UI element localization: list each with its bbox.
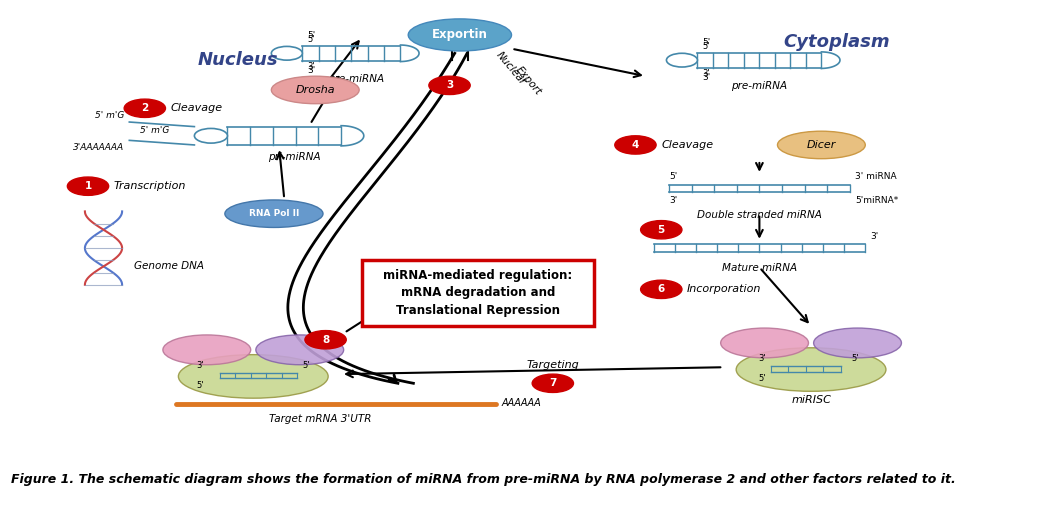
Text: Cleavage: Cleavage: [661, 140, 714, 150]
Text: Nucleus: Nucleus: [197, 51, 278, 69]
Text: Nuclear: Nuclear: [494, 50, 527, 87]
Circle shape: [305, 331, 346, 349]
Text: 5': 5': [703, 38, 710, 47]
Text: 5' m'G: 5' m'G: [95, 111, 124, 119]
Circle shape: [666, 53, 698, 67]
Text: Genome DNA: Genome DNA: [135, 262, 204, 271]
Text: Double stranded miRNA: Double stranded miRNA: [697, 210, 822, 219]
Text: 7: 7: [549, 379, 557, 388]
Text: 3': 3': [308, 62, 315, 71]
FancyBboxPatch shape: [362, 260, 594, 326]
Text: Cytoplasm: Cytoplasm: [783, 33, 891, 51]
Text: Dicer: Dicer: [806, 140, 836, 150]
Text: pre-miRNA: pre-miRNA: [731, 80, 787, 91]
Text: 5': 5': [653, 232, 662, 241]
Text: Figure 1. The schematic diagram shows the formation of miRNA from pre-miRNA by R: Figure 1. The schematic diagram shows th…: [11, 473, 955, 486]
Circle shape: [124, 99, 165, 117]
Text: Export: Export: [513, 65, 543, 97]
Circle shape: [641, 220, 682, 239]
Text: 3: 3: [446, 80, 453, 90]
Ellipse shape: [814, 328, 901, 358]
Text: 3' miRNA: 3' miRNA: [855, 172, 897, 181]
Text: pre-miRNA: pre-miRNA: [329, 74, 385, 83]
Text: 8: 8: [321, 335, 329, 345]
Text: 5': 5': [703, 42, 710, 51]
Text: Targeting: Targeting: [526, 360, 580, 370]
Text: 5' m'G: 5' m'G: [139, 126, 169, 135]
Ellipse shape: [778, 131, 865, 159]
Text: miRISC: miRISC: [792, 395, 831, 405]
Text: 3': 3': [197, 361, 204, 370]
Ellipse shape: [408, 19, 511, 51]
Text: Mature miRNA: Mature miRNA: [722, 263, 797, 273]
Text: 3': 3': [703, 69, 710, 78]
Circle shape: [614, 136, 656, 154]
Circle shape: [532, 374, 573, 392]
Text: Translational Repression: Translational Repression: [396, 303, 560, 317]
Text: Cleavage: Cleavage: [171, 104, 222, 113]
Text: pri-miRNA: pri-miRNA: [269, 152, 320, 162]
Text: 5': 5': [308, 31, 316, 40]
Circle shape: [429, 76, 470, 95]
Text: Incorporation: Incorporation: [687, 284, 761, 295]
Text: Target mRNA 3'UTR: Target mRNA 3'UTR: [269, 414, 372, 424]
Text: 3': 3': [308, 66, 316, 75]
Text: 5': 5': [758, 374, 765, 383]
Text: 5: 5: [658, 225, 665, 235]
Ellipse shape: [736, 348, 886, 391]
Ellipse shape: [163, 335, 251, 365]
Text: 3': 3': [669, 196, 678, 205]
Circle shape: [67, 177, 109, 195]
Text: Drosha: Drosha: [295, 85, 335, 95]
Circle shape: [194, 128, 228, 143]
Ellipse shape: [178, 355, 328, 398]
Text: 2: 2: [141, 104, 149, 113]
Text: 3': 3': [871, 232, 879, 241]
Text: 5': 5': [852, 354, 859, 363]
Text: 5': 5': [197, 381, 204, 390]
Text: 3': 3': [703, 73, 710, 82]
Text: RNA Pol II: RNA Pol II: [249, 209, 299, 218]
Text: 3'AAAAAAA: 3'AAAAAAA: [73, 143, 124, 151]
Text: 1: 1: [84, 181, 92, 191]
Text: 5'miRNA*: 5'miRNA*: [855, 196, 898, 205]
Text: AAAAAA: AAAAAA: [502, 398, 541, 407]
Ellipse shape: [721, 328, 808, 358]
Text: 4: 4: [631, 140, 639, 150]
Ellipse shape: [256, 335, 344, 365]
Text: 5': 5': [669, 172, 678, 181]
Circle shape: [271, 46, 302, 60]
Circle shape: [641, 280, 682, 299]
Text: 5': 5': [308, 36, 315, 44]
Ellipse shape: [271, 76, 359, 104]
Text: 6: 6: [658, 284, 665, 295]
Text: miRNA-mediated regulation:: miRNA-mediated regulation:: [384, 269, 572, 282]
Ellipse shape: [225, 200, 323, 228]
Text: Transcription: Transcription: [114, 181, 187, 191]
Text: 3': 3': [758, 354, 765, 363]
Text: 5': 5': [302, 361, 310, 370]
Text: mRNA degradation and: mRNA degradation and: [401, 286, 555, 299]
Text: Exportin: Exportin: [432, 28, 488, 41]
